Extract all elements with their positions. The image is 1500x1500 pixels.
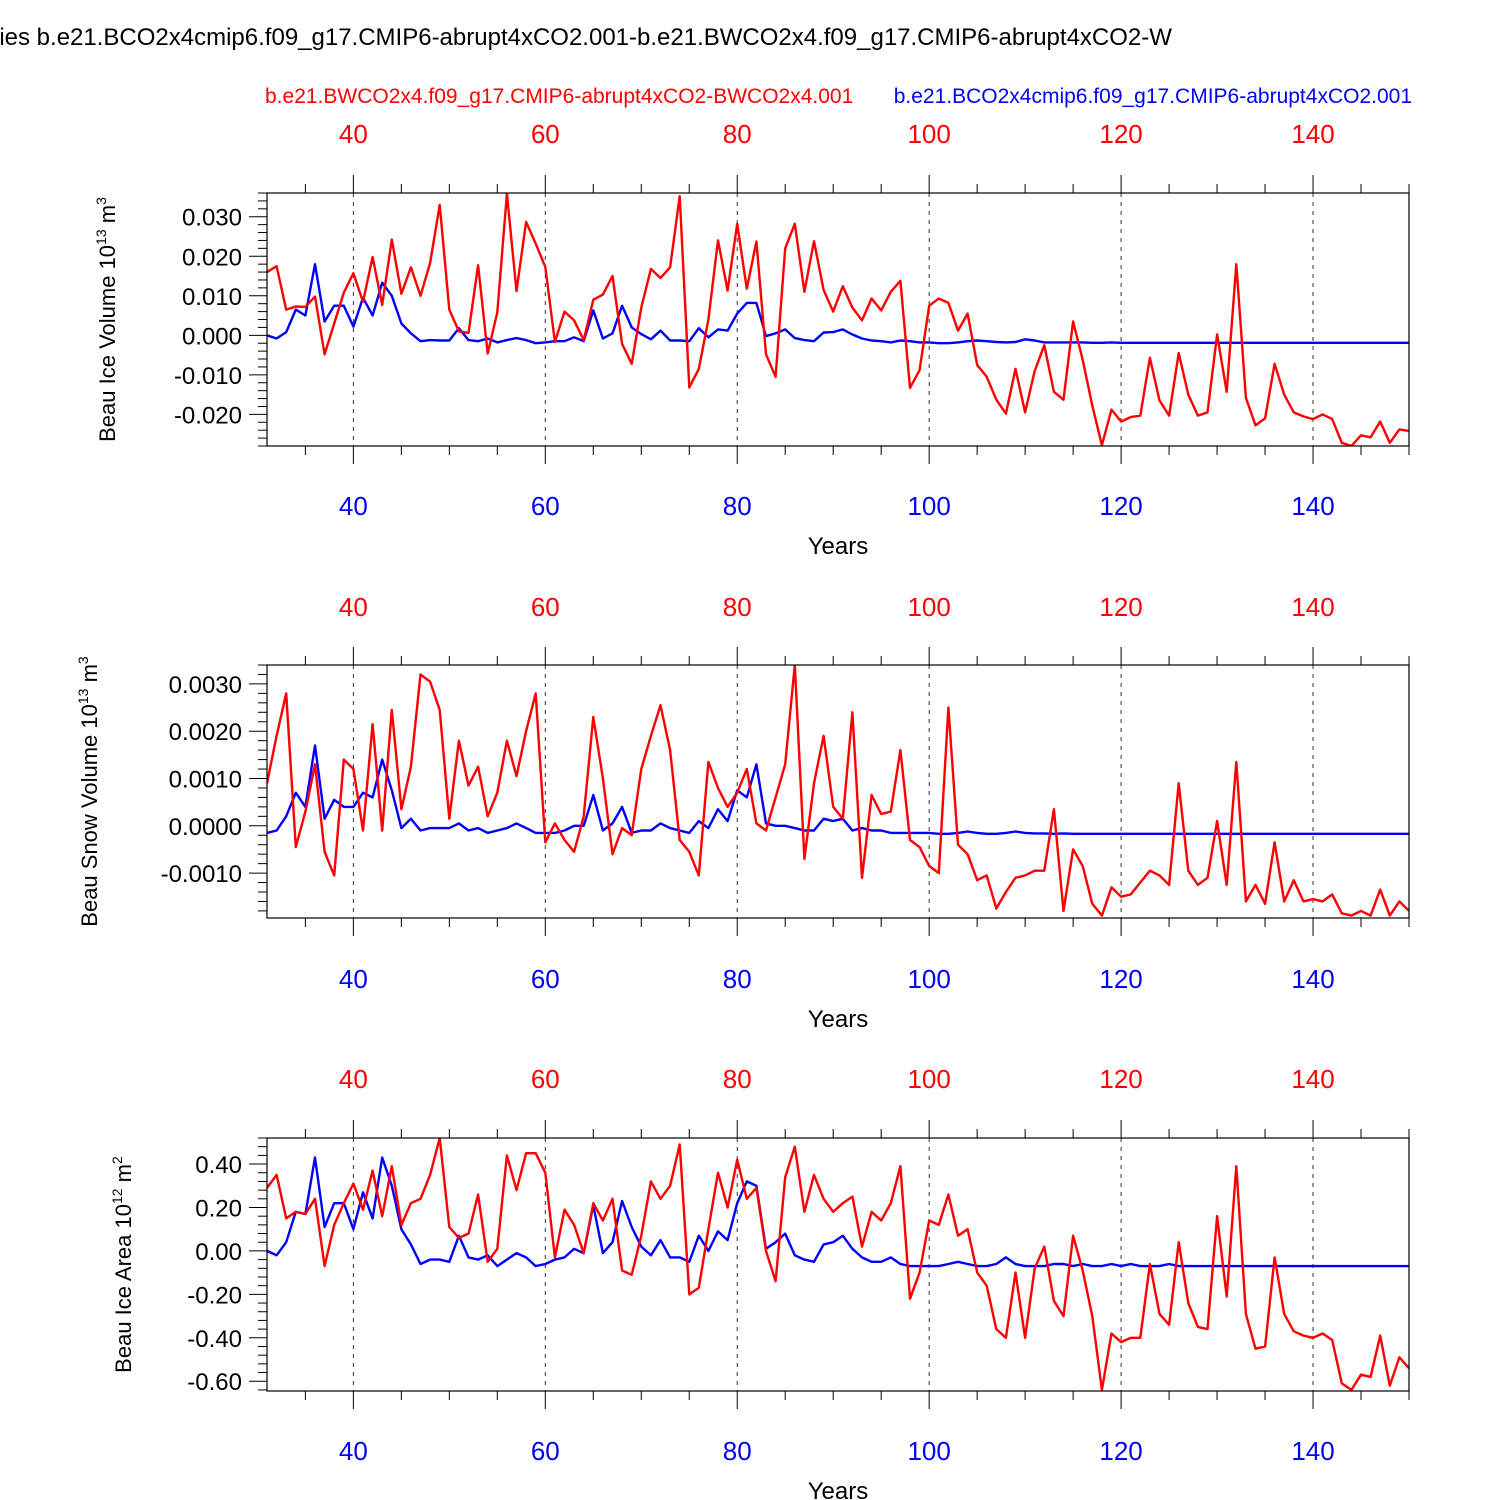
- x-tick-label-top: 40: [339, 119, 368, 149]
- x-tick-label-top: 80: [723, 119, 752, 149]
- y-tick-label: -0.020: [174, 402, 242, 429]
- y-tick-label: -0.40: [187, 1326, 242, 1353]
- x-tick-label-top: 140: [1291, 1064, 1334, 1094]
- series-line-red: [267, 665, 1409, 917]
- x-tick-label-bottom: 100: [907, 964, 950, 994]
- x-tick-label-bottom: 60: [531, 1436, 560, 1466]
- y-axis-label-unit-exponent: 2: [109, 1156, 125, 1164]
- x-tick-label-bottom: 40: [339, 491, 368, 521]
- y-axis-label-exponent: 12: [109, 1188, 125, 1204]
- y-axis-label: Beau Snow Volume 1013 m3: [75, 656, 102, 927]
- x-tick-label-top: 140: [1291, 119, 1334, 149]
- y-axis-label-text: Beau Ice Volume 10: [95, 245, 120, 442]
- series-line-red: [267, 193, 1409, 446]
- x-tick-label-bottom: 60: [531, 964, 560, 994]
- x-tick-label-bottom: 80: [723, 964, 752, 994]
- plot-frame: [266, 1137, 1410, 1392]
- legend-blue-label: b.e21.BCO2x4cmip6.f09_g17.CMIP6-abrupt4x…: [894, 85, 1412, 108]
- y-axis-label-exponent: 13: [93, 229, 109, 245]
- series-line-red: [267, 1138, 1409, 1391]
- y-tick-label: 0.0020: [169, 719, 242, 746]
- x-tick-label-top: 40: [339, 592, 368, 622]
- x-tick-label-top: 80: [723, 1064, 752, 1094]
- x-tick-label-bottom: 100: [907, 1436, 950, 1466]
- x-tick-label-bottom: 40: [339, 964, 368, 994]
- x-tick-label-top: 100: [907, 592, 950, 622]
- x-axis-label: Years: [808, 1006, 869, 1033]
- y-tick-label: 0.40: [195, 1152, 242, 1179]
- y-axis-label-unit: m: [77, 664, 102, 688]
- x-tick-label-bottom: 120: [1099, 491, 1142, 521]
- y-tick-label: 0.020: [182, 244, 242, 271]
- x-tick-label-top: 120: [1099, 1064, 1142, 1094]
- x-axis-label: Years: [808, 1478, 869, 1500]
- y-axis-label: Beau Ice Volume 1013 m3: [93, 197, 120, 442]
- x-tick-label-top: 60: [531, 119, 560, 149]
- x-tick-label-bottom: 80: [723, 491, 752, 521]
- y-tick-label: 0.030: [182, 205, 242, 232]
- x-tick-label-bottom: 100: [907, 491, 950, 521]
- y-tick-label: 0.000: [182, 323, 242, 350]
- y-tick-label: -0.0010: [161, 861, 242, 888]
- y-tick-label: 0.00: [195, 1239, 242, 1266]
- x-tick-label-bottom: 60: [531, 491, 560, 521]
- y-tick-label: 0.20: [195, 1195, 242, 1222]
- x-tick-label-bottom: 120: [1099, 964, 1142, 994]
- x-tick-label-bottom: 40: [339, 1436, 368, 1466]
- x-tick-label-top: 60: [531, 1064, 560, 1094]
- y-tick-label: -0.60: [187, 1369, 242, 1396]
- x-tick-label-top: 120: [1099, 119, 1142, 149]
- x-tick-label-top: 120: [1099, 592, 1142, 622]
- panel-ice-area: -0.60 -0.40 -0.20 0.00 0.20 0.40 40 40 60 60 80 80 1…: [109, 1064, 1410, 1500]
- series-line-blue: [267, 1156, 1409, 1268]
- y-axis-label-unit-exponent: 3: [75, 656, 91, 664]
- y-tick-label: -0.20: [187, 1282, 242, 1309]
- y-axis-label-unit-exponent: 3: [93, 197, 109, 205]
- x-tick-label-bottom: 80: [723, 1436, 752, 1466]
- x-tick-label-top: 100: [907, 1064, 950, 1094]
- panel-ice-volume: -0.020 -0.010 0.000 0.010 0.020 0.030 40 40 60 60…: [93, 119, 1410, 560]
- y-axis-label-text: Beau Ice Area 10: [111, 1204, 136, 1373]
- x-tick-label-top: 100: [907, 119, 950, 149]
- x-axis-label: Years: [808, 533, 869, 560]
- x-tick-label-bottom: 140: [1291, 491, 1334, 521]
- x-tick-label-bottom: 140: [1291, 1436, 1334, 1466]
- y-axis-label-exponent: 13: [75, 688, 91, 704]
- y-axis-label-unit: m: [95, 205, 120, 229]
- panel-snow-volume: -0.0010 0.0000 0.0010 0.0020 0.0030 40 40 60 60 8…: [75, 592, 1410, 1033]
- y-tick-label: 0.0010: [169, 766, 242, 793]
- x-tick-label-top: 60: [531, 592, 560, 622]
- plot-frame: [266, 664, 1410, 919]
- y-tick-label: 0.010: [182, 284, 242, 311]
- y-tick-label: -0.010: [174, 363, 242, 390]
- x-tick-label-bottom: 120: [1099, 1436, 1142, 1466]
- y-axis-label-unit: m: [111, 1164, 136, 1188]
- y-tick-label: 0.0000: [169, 814, 242, 841]
- y-tick-label: 0.0030: [169, 672, 242, 699]
- plot-frame: [266, 192, 1410, 447]
- x-tick-label-top: 40: [339, 1064, 368, 1094]
- y-axis-label: Beau Ice Area 1012 m2: [109, 1156, 136, 1373]
- x-tick-label-bottom: 140: [1291, 964, 1334, 994]
- y-axis-label-text: Beau Snow Volume 10: [77, 704, 102, 927]
- figure-title: lies b.e21.BCO2x4cmip6.f09_g17.CMIP6-abr…: [0, 24, 1172, 51]
- x-tick-label-top: 80: [723, 592, 752, 622]
- legend-red-label: b.e21.BWCO2x4.f09_g17.CMIP6-abrupt4xCO2-…: [265, 85, 853, 108]
- x-tick-label-top: 140: [1291, 592, 1334, 622]
